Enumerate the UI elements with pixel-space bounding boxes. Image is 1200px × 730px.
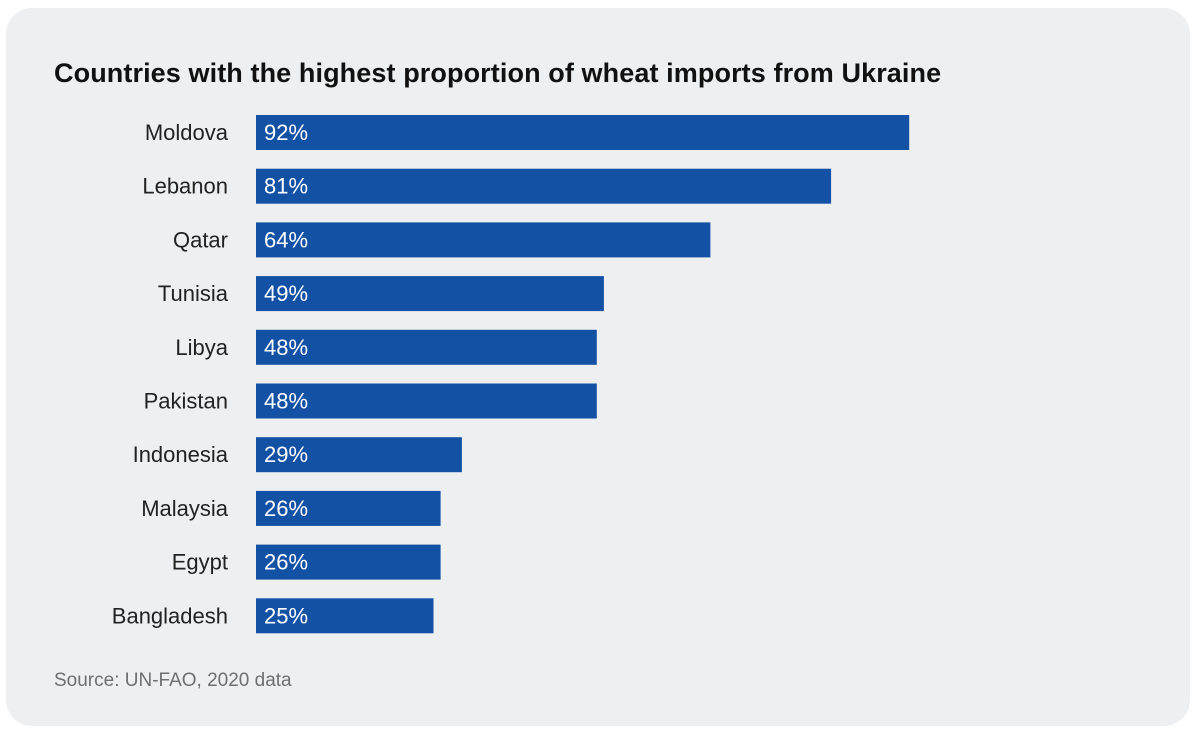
value-label-egypt: 26% xyxy=(264,550,308,575)
value-label-bangladesh: 25% xyxy=(264,603,308,628)
category-label-egypt: Egypt xyxy=(172,550,228,575)
bar-malaysia xyxy=(256,490,441,526)
category-label-pakistan: Pakistan xyxy=(144,389,228,414)
category-label-libya: Libya xyxy=(175,335,228,360)
value-label-indonesia: 29% xyxy=(264,442,308,467)
bar-qatar xyxy=(256,222,711,258)
bar-libya xyxy=(256,329,597,365)
category-label-moldova: Moldova xyxy=(145,120,229,145)
bar-chart: Moldova 92% Lebanon 81% Qatar 64% Tunisia 49% Li… xyxy=(112,115,910,634)
category-label-lebanon: Lebanon xyxy=(142,174,228,199)
category-label-malaysia: Malaysia xyxy=(141,496,229,521)
value-label-tunisia: 49% xyxy=(264,281,308,306)
bar-bangladesh xyxy=(256,598,434,634)
chart-card: Countries with the highest proportion of… xyxy=(6,8,1190,726)
category-label-bangladesh: Bangladesh xyxy=(112,603,228,628)
source-note: Source: UN-FAO, 2020 data xyxy=(54,670,292,691)
bar-pakistan xyxy=(256,383,597,419)
value-label-libya: 48% xyxy=(264,335,308,360)
category-label-indonesia: Indonesia xyxy=(133,442,229,467)
category-label-qatar: Qatar xyxy=(173,227,228,252)
chart-title: Countries with the highest proportion of… xyxy=(54,58,942,88)
value-label-malaysia: 26% xyxy=(264,496,308,521)
bar-moldova xyxy=(256,115,910,150)
bar-egypt xyxy=(256,544,441,580)
category-label-tunisia: Tunisia xyxy=(158,281,229,306)
value-label-lebanon: 81% xyxy=(264,174,308,199)
bar-lebanon xyxy=(256,168,832,204)
value-label-moldova: 92% xyxy=(264,120,308,145)
bar-indonesia xyxy=(256,437,462,473)
value-label-qatar: 64% xyxy=(264,227,308,252)
bar-tunisia xyxy=(256,276,604,312)
value-label-pakistan: 48% xyxy=(264,389,308,414)
